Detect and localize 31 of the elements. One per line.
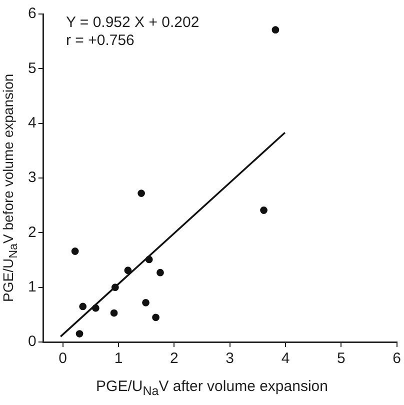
annotation: r = +0.756 bbox=[66, 32, 136, 50]
point bbox=[79, 302, 87, 310]
x-tick-label: 4 bbox=[281, 350, 290, 368]
point bbox=[272, 26, 280, 34]
y-tick-label: 5 bbox=[28, 60, 36, 77]
y-tick-label: 1 bbox=[28, 278, 36, 296]
annotation: Y = 0.952 X + 0.202 bbox=[66, 14, 200, 32]
point bbox=[152, 314, 160, 322]
point bbox=[111, 284, 119, 292]
point bbox=[124, 266, 132, 274]
y-tick-label: 6 bbox=[28, 5, 36, 22]
point bbox=[110, 309, 118, 317]
x-tick-label: 6 bbox=[392, 350, 401, 368]
point bbox=[76, 330, 84, 338]
x-tick-label: 5 bbox=[336, 350, 346, 368]
y-tick-label: 0 bbox=[28, 333, 36, 350]
point bbox=[145, 256, 153, 264]
point bbox=[142, 298, 150, 306]
x-tick-label: 3 bbox=[226, 350, 234, 368]
y-tick-label: 3 bbox=[28, 169, 36, 186]
x-tick-label: 1 bbox=[114, 350, 123, 368]
point bbox=[92, 304, 100, 312]
y-tick-label: 4 bbox=[28, 114, 36, 132]
point bbox=[156, 268, 164, 276]
point bbox=[138, 190, 146, 198]
x-tick-label: 0 bbox=[58, 350, 67, 368]
point bbox=[71, 248, 79, 255]
point bbox=[260, 206, 268, 214]
x-tick-label: 2 bbox=[170, 350, 178, 368]
x-axis-title: PGE/U$_{Na}$V after volume expansion bbox=[95, 378, 329, 398]
y-tick-label: 2 bbox=[28, 224, 36, 241]
